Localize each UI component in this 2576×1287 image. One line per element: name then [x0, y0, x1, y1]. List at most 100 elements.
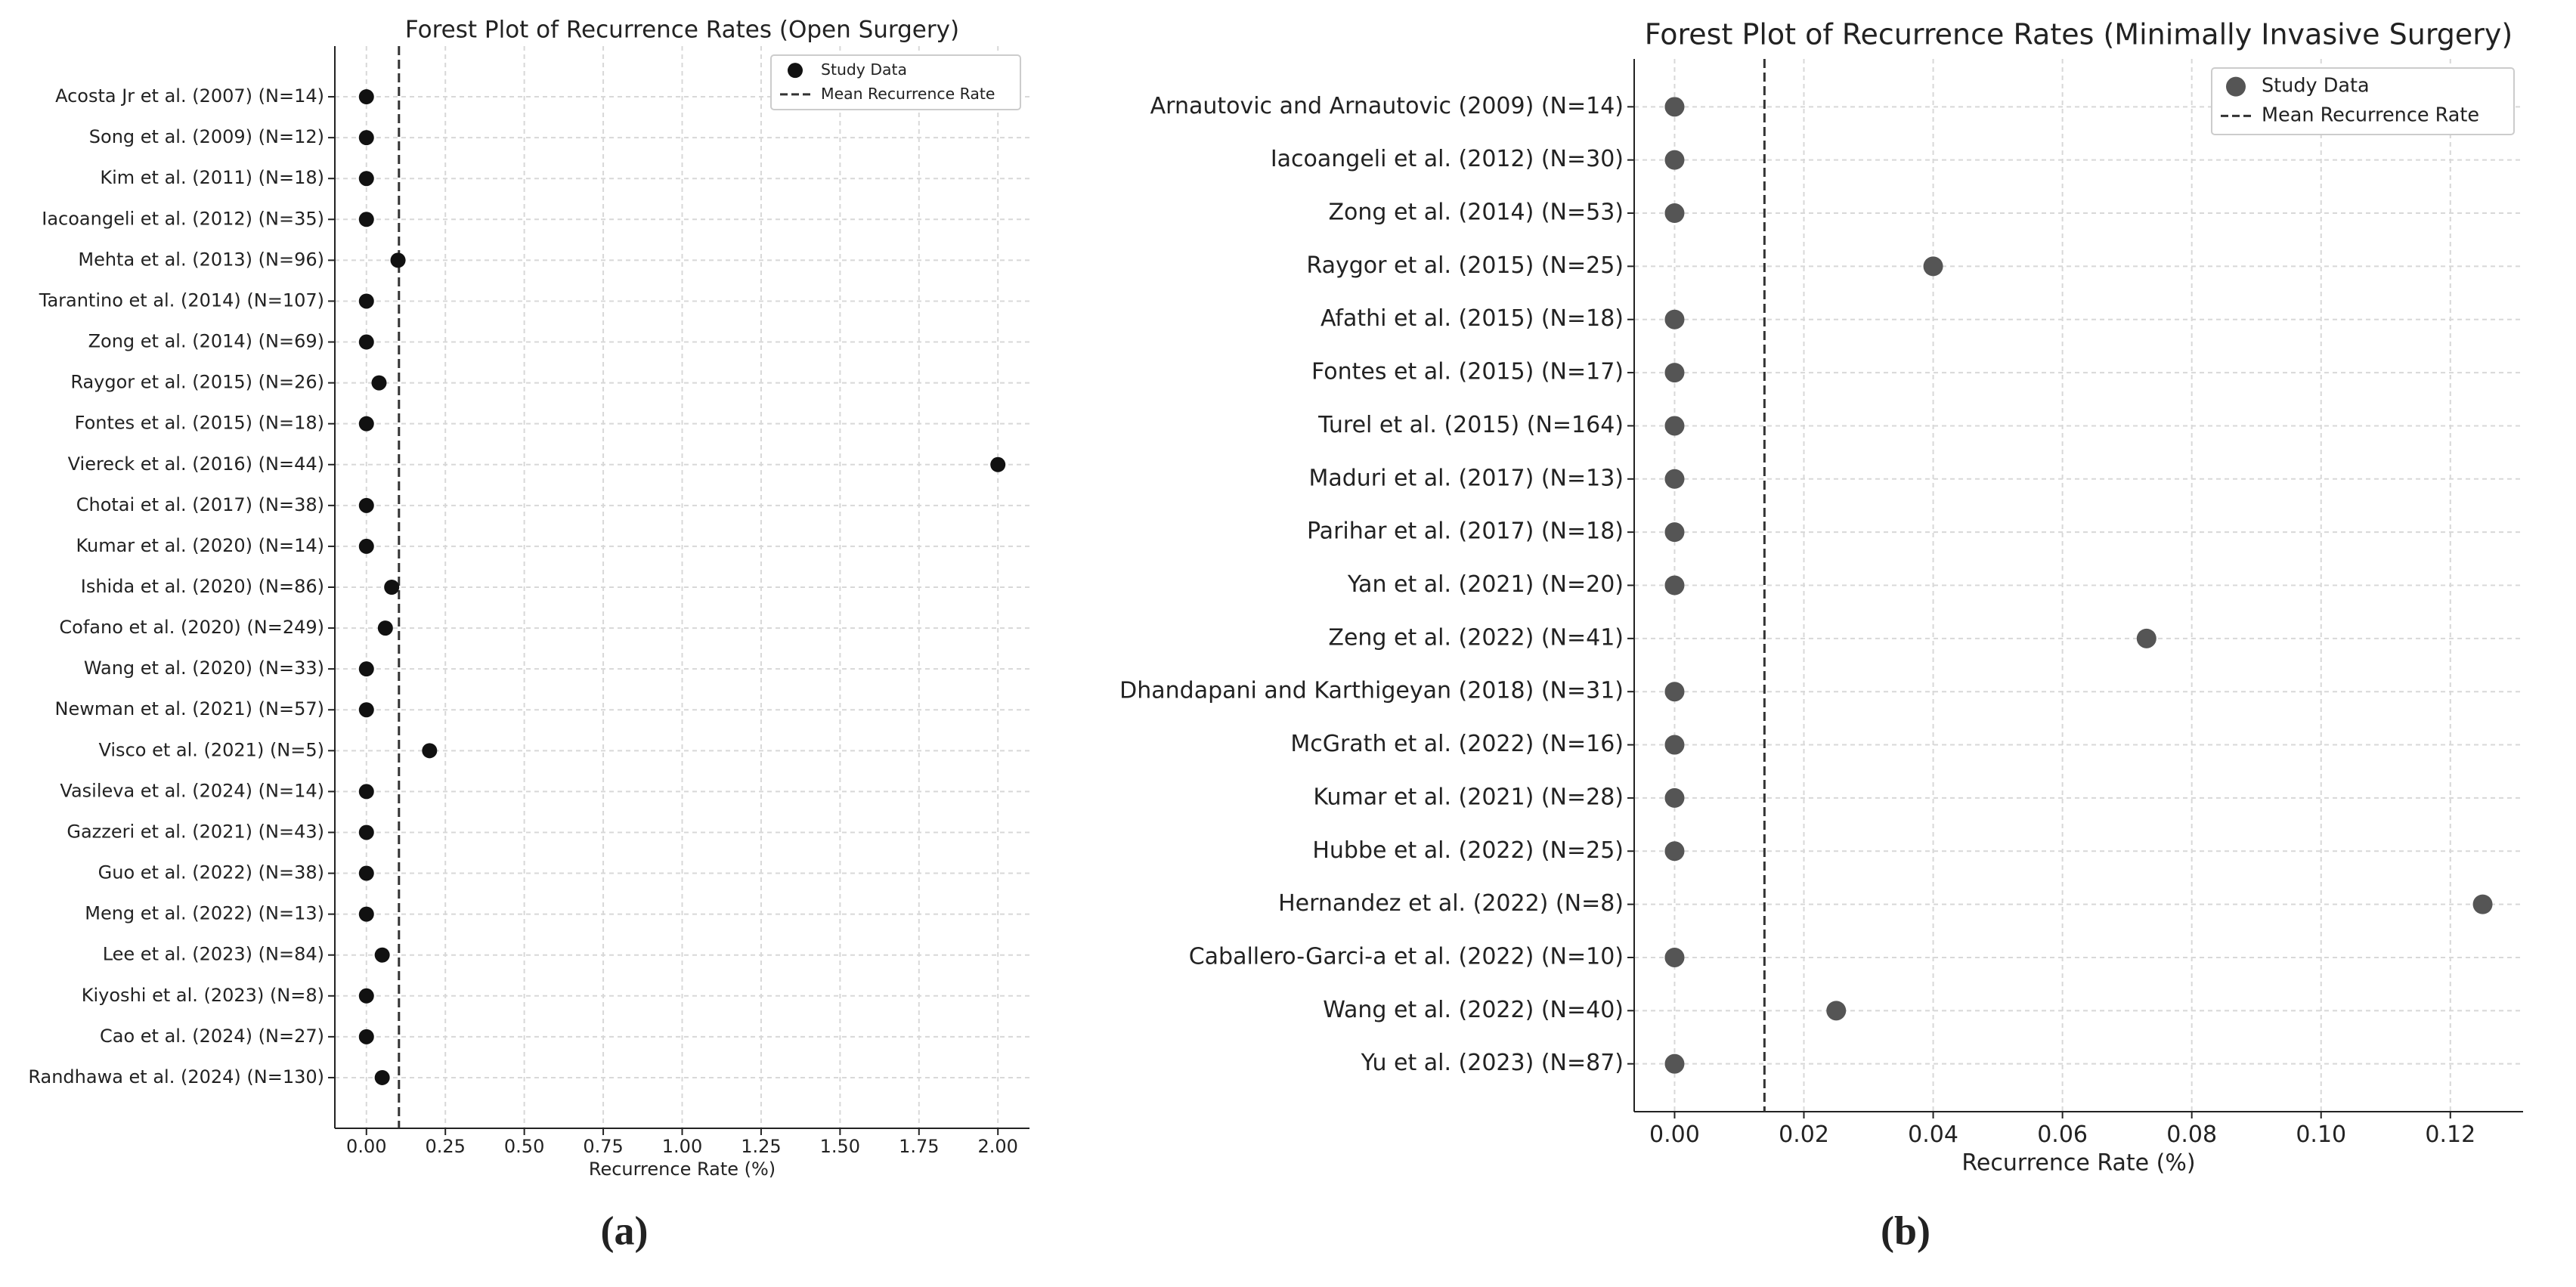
- y-tick-label: Parihar et al. (2017) (N=18): [1307, 518, 1624, 545]
- legend-label: Study Data: [821, 60, 907, 79]
- data-point: [1664, 309, 1685, 329]
- x-tick-label: 0.75: [583, 1136, 623, 1157]
- data-point: [1664, 735, 1685, 755]
- y-tick-label: Hubbe et al. (2022) (N=25): [1312, 837, 1624, 864]
- y-tick-label: Hernandez et al. (2022) (N=8): [1278, 890, 1624, 917]
- data-point: [374, 947, 390, 963]
- y-tick-label: Yu et al. (2023) (N=87): [1361, 1050, 1624, 1076]
- y-tick-label: Tarantino et al. (2014) (N=107): [39, 289, 324, 311]
- y-tick-label: Kumar et al. (2021) (N=28): [1313, 784, 1624, 810]
- data-point: [358, 865, 374, 881]
- y-tick-label: Vasileva et al. (2024) (N=14): [60, 780, 324, 801]
- data-point: [1664, 1053, 1685, 1074]
- y-tick-label: Zong et al. (2014) (N=69): [88, 331, 324, 352]
- data-point: [384, 580, 400, 595]
- x-axis-label: Recurrence Rate (%): [589, 1159, 776, 1180]
- x-tick-label: 0.04: [1908, 1121, 1958, 1148]
- y-tick-label: Visco et al. (2021) (N=5): [99, 739, 325, 760]
- x-tick-label: 0.06: [2037, 1121, 2088, 1148]
- y-tick-label: Raygor et al. (2015) (N=25): [1306, 252, 1624, 279]
- data-point: [358, 538, 374, 554]
- x-tick-label: 0.12: [2425, 1121, 2475, 1148]
- legend-label: Mean Recurrence Rate: [2262, 104, 2479, 126]
- y-tick-label: Raygor et al. (2015) (N=26): [70, 372, 324, 393]
- y-tick-label: Randhawa et al. (2024) (N=130): [28, 1066, 324, 1087]
- y-tick-label: Acosta Jr et al. (2007) (N=14): [55, 85, 324, 107]
- panel-label: (a): [601, 1208, 649, 1253]
- x-tick-label: 0.25: [425, 1136, 465, 1157]
- y-tick-label: Newman et al. (2021) (N=57): [55, 698, 324, 719]
- x-tick-label: 0.10: [2296, 1121, 2346, 1148]
- data-point: [358, 661, 374, 677]
- data-point: [1923, 256, 1943, 277]
- data-point: [358, 702, 374, 718]
- legend-marker: [788, 63, 803, 79]
- data-point: [390, 252, 406, 268]
- x-tick-label: 0.00: [346, 1136, 386, 1157]
- y-tick-label: Wang et al. (2022) (N=40): [1323, 997, 1624, 1023]
- x-tick-label: 0.08: [2166, 1121, 2217, 1148]
- data-point: [1664, 150, 1685, 170]
- data-point: [1826, 1001, 1847, 1021]
- y-tick-label: Kiyoshi et al. (2023) (N=8): [82, 985, 324, 1006]
- data-point: [358, 416, 374, 432]
- x-tick-label: 1.00: [662, 1136, 702, 1157]
- data-point: [1664, 416, 1685, 436]
- data-point: [1664, 575, 1685, 596]
- x-axis-label: Recurrence Rate (%): [1961, 1150, 2195, 1177]
- y-tick-label: Dhandapani and Karthigeyan (2018) (N=31): [1119, 678, 1624, 704]
- data-point: [374, 1069, 390, 1085]
- legend-label: Mean Recurrence Rate: [821, 85, 995, 103]
- y-tick-label: Iacoangeli et al. (2012) (N=35): [42, 208, 324, 229]
- x-tick-label: 0.02: [1779, 1121, 1829, 1148]
- legend-box: [770, 54, 1021, 110]
- data-point: [1664, 841, 1685, 862]
- data-point: [358, 334, 374, 350]
- data-point: [358, 293, 374, 309]
- y-tick-label: Wang et al. (2020) (N=33): [84, 657, 324, 679]
- legend-box: [2211, 67, 2515, 135]
- data-point: [377, 620, 393, 636]
- data-point: [1664, 363, 1685, 383]
- y-tick-label: Afathi et al. (2015) (N=18): [1321, 305, 1624, 332]
- data-point: [1664, 203, 1685, 224]
- y-tick-label: Fontes et al. (2015) (N=17): [1311, 359, 1624, 385]
- data-point: [358, 1029, 374, 1044]
- y-tick-label: Cao et al. (2024) (N=27): [100, 1026, 324, 1047]
- data-point: [1664, 97, 1685, 117]
- data-point: [371, 375, 387, 391]
- data-point: [990, 456, 1006, 472]
- x-tick-label: 2.00: [978, 1136, 1018, 1157]
- y-tick-label: Maduri et al. (2017) (N=13): [1308, 465, 1624, 491]
- y-tick-label: Zong et al. (2014) (N=53): [1329, 200, 1624, 226]
- y-tick-label: Gazzeri et al. (2021) (N=43): [67, 821, 324, 842]
- x-tick-label: 1.50: [820, 1136, 860, 1157]
- chart-title: Forest Plot of Recurrence Rates (Minimal…: [1645, 18, 2513, 51]
- legend-label: Study Data: [2262, 75, 2370, 97]
- chart-title: Forest Plot of Recurrence Rates (Open Su…: [405, 17, 959, 44]
- data-point: [358, 988, 374, 1004]
- data-point: [2136, 628, 2156, 648]
- y-tick-label: Song et al. (2009) (N=12): [89, 126, 324, 147]
- y-tick-label: Kumar et al. (2020) (N=14): [76, 535, 324, 556]
- x-tick-label: 0.50: [504, 1136, 544, 1157]
- y-tick-label: Zeng et al. (2022) (N=41): [1328, 624, 1624, 651]
- data-point: [358, 497, 374, 513]
- y-tick-label: Kim et al. (2011) (N=18): [100, 167, 324, 188]
- y-tick-label: Mehta et al. (2013) (N=96): [78, 249, 324, 270]
- y-tick-label: Guo et al. (2022) (N=38): [98, 862, 324, 883]
- data-point: [358, 212, 374, 227]
- data-point: [2472, 894, 2493, 914]
- y-tick-label: Ishida et al. (2020) (N=86): [81, 576, 324, 597]
- data-point: [1664, 787, 1685, 808]
- y-tick-label: McGrath et al. (2022) (N=16): [1290, 731, 1624, 757]
- panel-label: (b): [1881, 1208, 1930, 1253]
- y-tick-label: Meng et al. (2022) (N=13): [85, 903, 324, 924]
- y-tick-label: Caballero-Garci-a et al. (2022) (N=10): [1189, 943, 1624, 970]
- x-tick-label: 1.25: [741, 1136, 781, 1157]
- y-tick-label: Viereck et al. (2016) (N=44): [68, 453, 324, 475]
- y-tick-label: Chotai et al. (2017) (N=38): [76, 494, 324, 515]
- data-point: [1664, 947, 1685, 967]
- data-point: [358, 906, 374, 922]
